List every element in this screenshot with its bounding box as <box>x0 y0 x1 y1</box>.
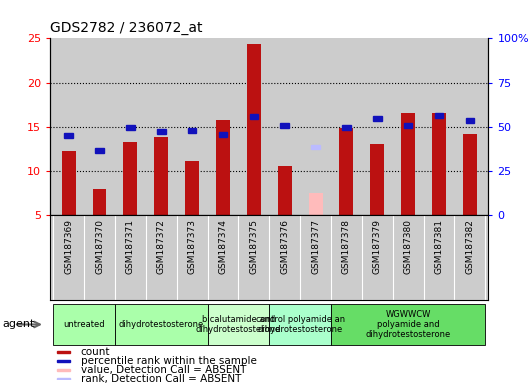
Bar <box>404 123 412 128</box>
Bar <box>56 360 70 362</box>
Text: count: count <box>80 347 110 357</box>
Bar <box>278 167 291 215</box>
Bar <box>373 116 382 121</box>
Bar <box>432 113 446 215</box>
Bar <box>154 137 168 215</box>
Bar <box>126 125 135 130</box>
Bar <box>115 304 208 345</box>
Bar <box>342 125 351 130</box>
Text: GSM187379: GSM187379 <box>373 219 382 274</box>
Text: GSM187378: GSM187378 <box>342 219 351 274</box>
Text: GSM187375: GSM187375 <box>249 219 258 274</box>
Text: dihydrotestosterone: dihydrotestosterone <box>119 320 204 329</box>
Text: untreated: untreated <box>63 320 105 329</box>
Bar <box>280 123 289 128</box>
Text: control polyamide an
dihydrotestosterone: control polyamide an dihydrotestosterone <box>256 315 345 334</box>
Text: GSM187381: GSM187381 <box>435 219 444 274</box>
Bar <box>269 304 331 345</box>
Text: percentile rank within the sample: percentile rank within the sample <box>80 356 257 366</box>
Bar <box>219 132 228 137</box>
Text: GDS2782 / 236072_at: GDS2782 / 236072_at <box>50 21 203 35</box>
Text: GSM187373: GSM187373 <box>187 219 196 274</box>
Bar <box>247 44 261 215</box>
Text: GSM187374: GSM187374 <box>219 219 228 274</box>
Bar <box>157 129 166 134</box>
Bar <box>208 304 269 345</box>
Text: agent: agent <box>3 319 35 329</box>
Text: GSM187371: GSM187371 <box>126 219 135 274</box>
Bar <box>56 369 70 371</box>
Bar <box>340 127 353 215</box>
Bar <box>466 118 474 123</box>
Bar <box>331 304 485 345</box>
Bar <box>53 304 115 345</box>
Bar <box>311 145 320 149</box>
Text: GSM187369: GSM187369 <box>64 219 73 274</box>
Text: GSM187377: GSM187377 <box>311 219 320 274</box>
Bar <box>56 378 70 380</box>
Text: value, Detection Call = ABSENT: value, Detection Call = ABSENT <box>80 365 246 375</box>
Bar <box>370 144 384 215</box>
Text: GSM187376: GSM187376 <box>280 219 289 274</box>
Text: bicalutamide and
dihydrotestosterone: bicalutamide and dihydrotestosterone <box>196 315 281 334</box>
Text: GSM187382: GSM187382 <box>465 219 474 274</box>
Bar <box>309 193 323 215</box>
Text: GSM187370: GSM187370 <box>95 219 104 274</box>
Bar <box>92 189 107 215</box>
Bar <box>64 133 73 138</box>
Bar <box>435 113 444 118</box>
Bar <box>95 148 104 153</box>
Text: GSM187380: GSM187380 <box>404 219 413 274</box>
Bar <box>56 351 70 353</box>
Text: rank, Detection Call = ABSENT: rank, Detection Call = ABSENT <box>80 374 241 384</box>
Bar <box>185 161 199 215</box>
Bar <box>250 114 258 119</box>
Text: WGWWCW
polyamide and
dihydrotestosterone: WGWWCW polyamide and dihydrotestosterone <box>365 310 451 339</box>
Bar <box>463 134 477 215</box>
Bar <box>188 128 196 133</box>
Text: GSM187372: GSM187372 <box>157 219 166 274</box>
Bar <box>62 151 76 215</box>
Bar <box>124 142 137 215</box>
Bar <box>401 113 415 215</box>
Bar <box>216 120 230 215</box>
